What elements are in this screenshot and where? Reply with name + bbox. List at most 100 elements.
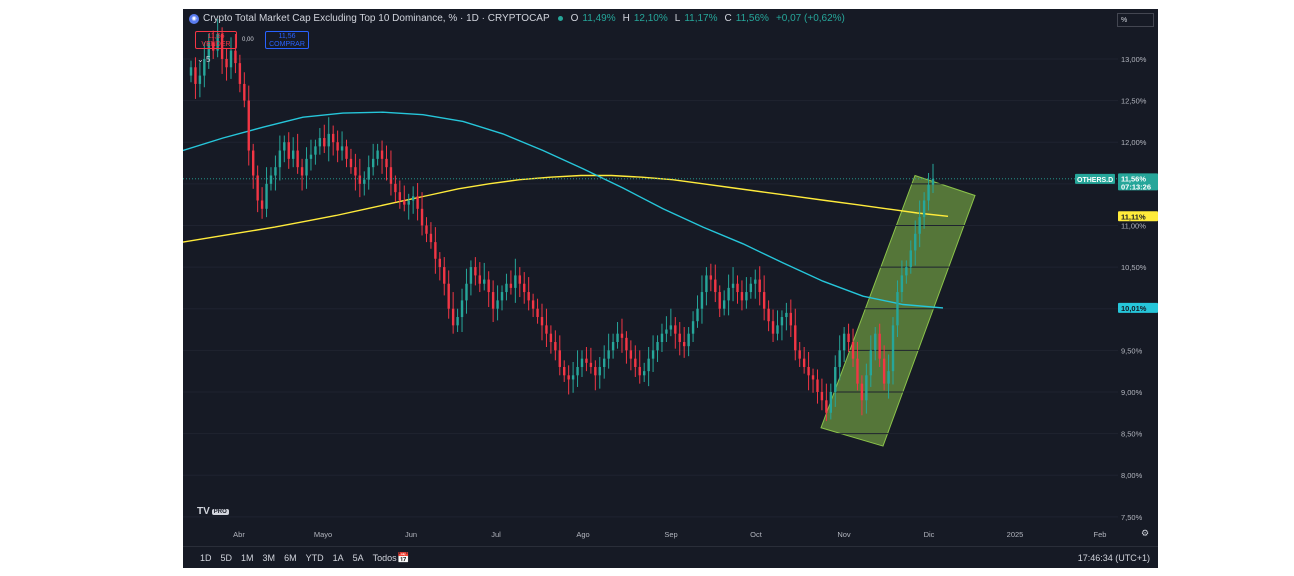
candle-body <box>865 375 867 400</box>
tradingview-logo[interactable]: TV PRO <box>197 506 229 517</box>
scale-mode-button[interactable]: % <box>1117 13 1154 27</box>
sell-button[interactable]: 11,56 VENDER <box>195 31 237 49</box>
candle-body <box>701 292 703 309</box>
candle-body <box>336 142 338 150</box>
candle-body <box>821 392 823 400</box>
time-tick-label: Jun <box>405 530 417 539</box>
candle-body <box>230 51 232 68</box>
candle-body <box>305 159 307 176</box>
ma-yellow-tag-text: 11,11% <box>1121 212 1146 221</box>
range-6m[interactable]: 6M <box>284 553 297 563</box>
range-5d[interactable]: 5D <box>221 553 233 563</box>
candle-body <box>523 284 525 292</box>
candle-body <box>679 334 681 342</box>
candle-body <box>874 334 876 351</box>
candle-body <box>474 267 476 275</box>
candle-body <box>479 275 481 283</box>
price-tick-label: 9,50% <box>1121 346 1143 355</box>
low-value: 11,17% <box>684 13 717 24</box>
candle-body <box>461 300 463 317</box>
candle-body <box>385 159 387 167</box>
candle-body <box>745 292 747 300</box>
price-tick-label: 8,50% <box>1121 430 1143 439</box>
candle-body <box>234 51 236 63</box>
low-label: L <box>675 13 681 24</box>
chevron-down-icon: ⌄ <box>197 55 204 64</box>
candle-body <box>741 292 743 300</box>
candle-body <box>403 200 405 204</box>
chart-legend: ◉ Crypto Total Market Cap Excluding Top … <box>189 13 848 24</box>
candle-body <box>341 146 343 150</box>
candle-body <box>199 76 201 84</box>
candle-body <box>261 200 263 208</box>
candle-body <box>399 192 401 200</box>
candle-body <box>532 300 534 308</box>
time-tick-label: Feb <box>1094 530 1107 539</box>
pro-badge: PRO <box>212 509 229 515</box>
candle-body <box>639 367 641 375</box>
candle-body <box>190 67 192 75</box>
candle-body <box>834 367 836 392</box>
range-1m[interactable]: 1M <box>241 553 254 563</box>
time-tick-label: Ago <box>576 530 589 539</box>
candle-body <box>519 275 521 283</box>
candle-body <box>332 134 334 142</box>
candle-body <box>830 392 832 413</box>
candle-body <box>354 167 356 175</box>
candle-body <box>599 367 601 375</box>
candle-body <box>345 146 347 158</box>
candle-body <box>505 284 507 292</box>
time-axis[interactable]: Abr Mayo Jun Jul Ago Sep Oct Nov Dic 2025 Feb <box>183 521 1158 543</box>
candle-body <box>527 292 529 300</box>
range-ytd[interactable]: YTD <box>306 553 324 563</box>
range-1d[interactable]: 1D <box>200 553 212 563</box>
candle-body <box>483 280 485 284</box>
candle-body <box>683 342 685 346</box>
time-tick-label: Dic <box>924 530 935 539</box>
candle-body <box>470 267 472 284</box>
candle-body <box>674 325 676 333</box>
candle-body <box>670 325 672 329</box>
candle-body <box>838 350 840 367</box>
candle-body <box>799 350 801 358</box>
candle-body <box>581 359 583 367</box>
indicators-toggle[interactable]: ⌄ 5 <box>197 55 210 64</box>
candle-body <box>416 196 418 208</box>
price-tick-label: 11,00% <box>1121 221 1146 230</box>
range-3m[interactable]: 3M <box>263 553 276 563</box>
calendar-icon[interactable]: 📅 <box>397 553 409 564</box>
candle-body <box>328 134 330 146</box>
candle-body <box>759 280 761 292</box>
price-tick-label: 10,50% <box>1121 263 1147 272</box>
last-price-tag: 11,56%07:13:26 <box>1118 173 1158 191</box>
candle-body <box>448 284 450 309</box>
last-price-tag-text: 07:13:26 <box>1121 182 1151 191</box>
chart-plot-area[interactable]: OTHERS.D <box>183 9 1118 521</box>
candle-body <box>439 259 441 267</box>
candle-body <box>812 375 814 379</box>
candle-body <box>870 350 872 375</box>
time-tick-label: Nov <box>837 530 851 539</box>
candle-body <box>607 350 609 358</box>
candle-body <box>492 292 494 309</box>
buy-button[interactable]: 11,56 COMPRAR <box>265 31 309 49</box>
candle-body <box>634 359 636 367</box>
candle-body <box>723 300 725 308</box>
candle-body <box>887 371 889 383</box>
gear-icon[interactable]: ⚙ <box>1141 528 1149 539</box>
indicator-count: 5 <box>206 55 210 64</box>
candle-body <box>363 180 365 184</box>
range-1a[interactable]: 1A <box>333 553 344 563</box>
range-todos[interactable]: Todos <box>373 553 397 563</box>
price-tick-label: 9,00% <box>1121 388 1143 397</box>
candle-body <box>878 334 880 359</box>
symbol-title[interactable]: Crypto Total Market Cap Excluding Top 10… <box>203 13 550 24</box>
candle-body <box>612 342 614 350</box>
candle-body <box>896 292 898 325</box>
clock-display[interactable]: 17:46:34 (UTC+1) <box>1078 553 1150 563</box>
range-5a[interactable]: 5A <box>353 553 364 563</box>
bottom-toolbar: 1D 5D 1M 3M 6M YTD 1A 5A Todos 📅 17:46:34 (UTC+1… <box>183 546 1158 569</box>
price-axis[interactable]: 7,50%8,00%8,50%9,00%9,50%10,00%10,50%11,… <box>1118 9 1158 521</box>
symbol-logo-icon[interactable]: ◉ <box>189 14 199 24</box>
candle-body <box>727 288 729 300</box>
